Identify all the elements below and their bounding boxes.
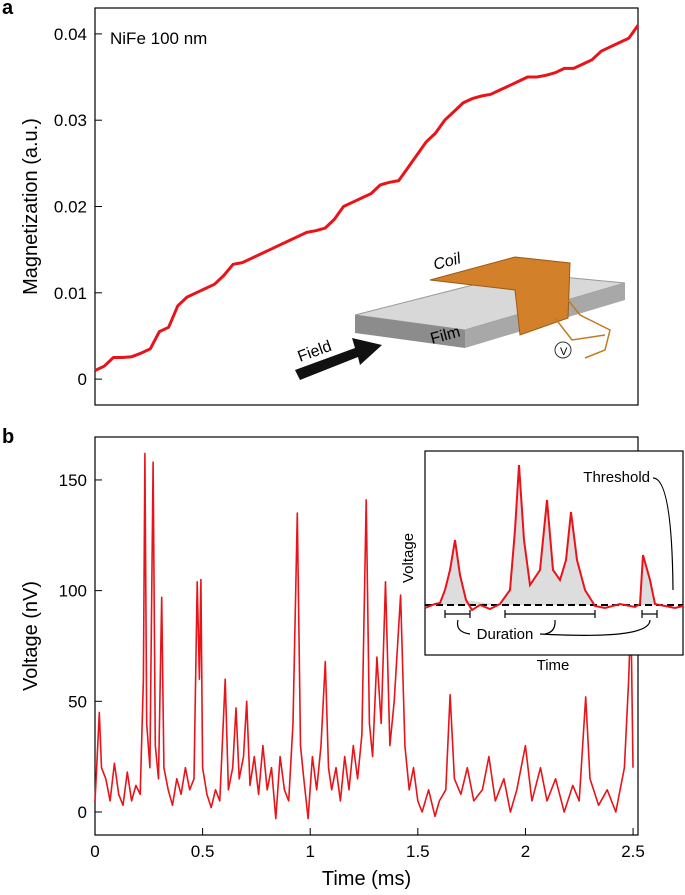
y-tick-label: 0.04: [54, 25, 87, 44]
panel: b 0 50 100 150 0 0.5 1 1.5 2 2.5 Voltage (nV) Time (…: [2, 426, 645, 890]
x-tick-label: 2: [521, 842, 530, 861]
panel-label: a: [2, 0, 14, 19]
panel-label: b: [2, 426, 14, 448]
diagram-label: V: [560, 346, 568, 358]
y-tick-label: 0: [78, 803, 87, 822]
y-axis-label: Voltage (nV): [20, 581, 42, 691]
x-tick-label: 0.5: [191, 842, 215, 861]
inset: Time Voltage Threshold Duration: [400, 450, 684, 674]
y-tick-label: 100: [59, 582, 87, 601]
data-line: [94, 452, 634, 820]
y-tick-label: 0.02: [54, 198, 87, 217]
inset-y-label: Voltage: [400, 533, 417, 583]
inset-x-label: Time: [537, 657, 570, 674]
x-axis-label: Time (ms): [322, 868, 411, 890]
duration-label: Duration: [477, 626, 534, 643]
threshold-label: Threshold: [583, 469, 650, 486]
y-tick-label: 0.01: [54, 284, 87, 303]
x-tick-label: 0: [90, 842, 99, 861]
y-tick-label: 150: [59, 471, 87, 490]
y-tick-label: 0: [78, 370, 87, 389]
y-tick-label: 0.03: [54, 111, 87, 130]
panel: a 0 0.01 0.02 0.03 0.04 Magnetization (a.u.) Ni…: [2, 0, 640, 406]
data-line: [94, 24, 640, 372]
x-tick-label: 1: [305, 842, 314, 861]
x-tick-label: 2.5: [621, 842, 645, 861]
y-axis-label: Magnetization (a.u.): [20, 118, 42, 295]
x-tick-label: 1.5: [406, 842, 430, 861]
diagram-label: Coil: [432, 250, 463, 274]
y-tick-label: 50: [68, 692, 87, 711]
annotation: NiFe 100 nm: [110, 29, 207, 48]
